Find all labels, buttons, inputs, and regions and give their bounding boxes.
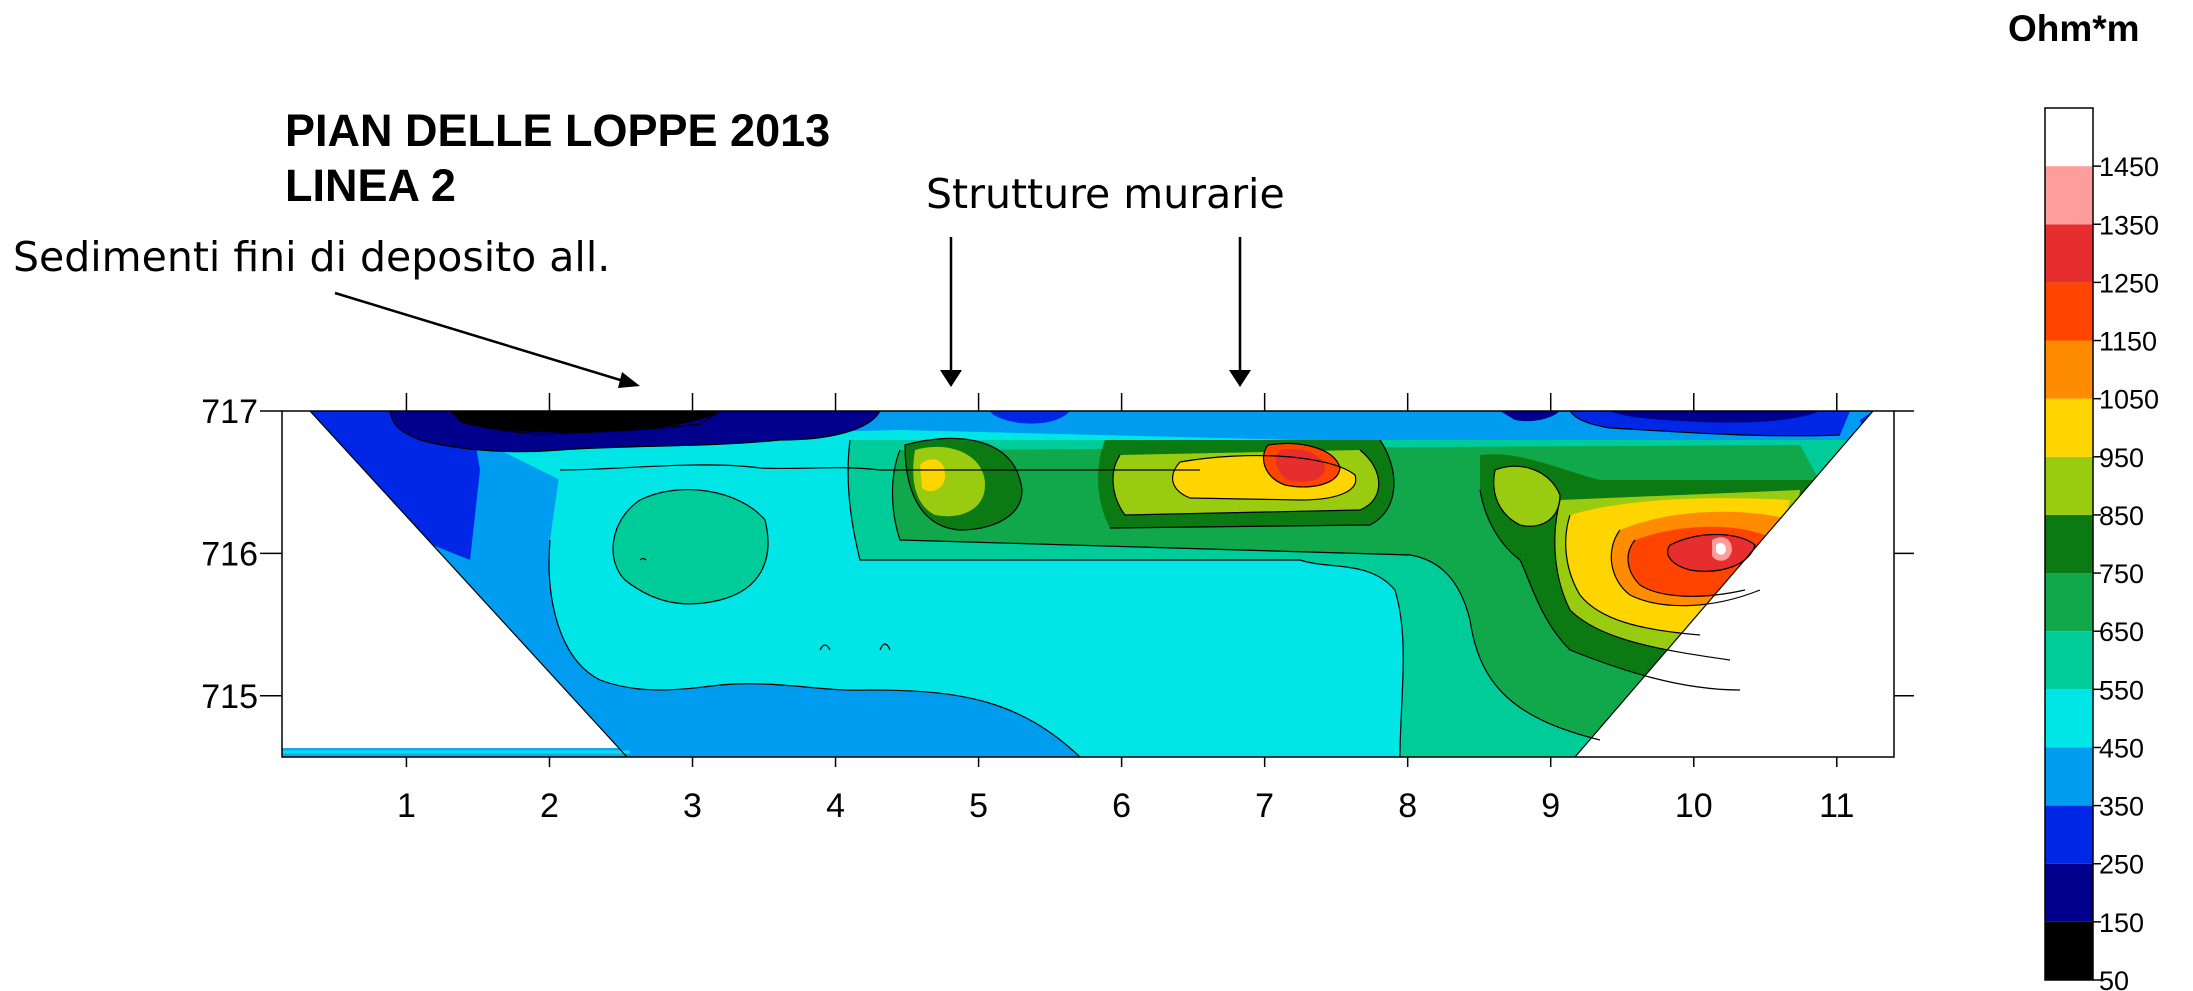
colorbar-label-650: 650 <box>2099 617 2144 647</box>
colorbar-label-850: 850 <box>2099 501 2144 531</box>
x-tick-label-4: 4 <box>826 787 845 825</box>
chart-title-line-2: LINEA 2 <box>285 160 456 211</box>
band-250-350-left <box>310 411 480 560</box>
contour-lines <box>309 411 1874 757</box>
y-tick-label-715: 715 <box>201 678 258 716</box>
x-axis-top-ticks <box>405 393 1838 411</box>
chart-title-line-1: PIAN DELLE LOPPE 2013 <box>285 105 831 156</box>
x-tick-label-8: 8 <box>1398 787 1417 825</box>
x-tick-label-5: 5 <box>969 787 988 825</box>
colorbar-label-450: 450 <box>2099 733 2144 763</box>
colorbar-swatch-7 <box>2045 514 2093 574</box>
band-50-150 <box>450 411 720 433</box>
colorbar-label-1450: 1450 <box>2099 152 2159 182</box>
colorbar-swatch-6 <box>2045 573 2093 632</box>
no-data-right <box>1575 411 1894 757</box>
colorbar-swatch-1 <box>2045 863 2093 922</box>
colorbar-label-250: 250 <box>2099 850 2144 880</box>
colorbar-label-950: 950 <box>2099 443 2144 473</box>
sediment-arrow <box>334 291 631 385</box>
plot-frame <box>281 410 1895 758</box>
colorbar-swatch-5 <box>2045 631 2093 690</box>
colorbar-label-1250: 1250 <box>2099 268 2159 298</box>
colorbar-swatch-11 <box>2045 282 2093 341</box>
colorbar-label-50: 50 <box>2099 966 2129 991</box>
y-axis-right-ticks <box>1894 410 1914 697</box>
x-tick-label-1: 1 <box>397 787 416 825</box>
annotation-structures: Strutture murarie <box>926 170 1285 218</box>
x-tick-label-3: 3 <box>683 787 702 825</box>
colorbar-swatch-3 <box>2045 747 2093 806</box>
colorbar-label-350: 350 <box>2099 792 2144 822</box>
x-tick-label-2: 2 <box>540 787 559 825</box>
colorbar-swatch-9 <box>2045 398 2093 457</box>
band-550-650-left <box>613 489 768 604</box>
colorbar-swatch-13 <box>2045 166 2093 225</box>
colorbar-label-1150: 1150 <box>2099 327 2157 357</box>
x-tick-label-11: 11 <box>1819 787 1854 825</box>
contour-fill <box>282 411 1894 757</box>
y-axis: 715 716 717 <box>201 393 282 716</box>
annotation-sediments: Sedimenti fini di deposito all. <box>13 233 611 281</box>
colorbar-swatch-10 <box>2045 340 2093 399</box>
colorbar-unit: Ohm*m <box>2008 8 2140 49</box>
colorbar-swatch-2 <box>2045 805 2093 864</box>
colorbar: 50 150 250 350 450 550 650 750 850 950 1050 1150 125… <box>2044 107 2159 991</box>
no-data-left <box>282 411 627 757</box>
colorbar-swatch-14 <box>2045 108 2093 167</box>
colorbar-label-750: 750 <box>2099 559 2144 589</box>
y-tick-label-716: 716 <box>201 535 258 573</box>
colorbar-swatch-0 <box>2045 921 2093 980</box>
colorbar-label-550: 550 <box>2099 675 2144 705</box>
x-tick-label-9: 9 <box>1541 787 1560 825</box>
y-tick-label-717: 717 <box>201 393 258 431</box>
colorbar-swatch-4 <box>2045 689 2093 748</box>
x-tick-label-10: 10 <box>1675 787 1713 825</box>
colorbar-label-1350: 1350 <box>2099 210 2159 240</box>
x-tick-label-6: 6 <box>1112 787 1131 825</box>
colorbar-swatch-12 <box>2045 224 2093 283</box>
colorbar-frame <box>2044 107 2094 981</box>
colorbar-swatch-8 <box>2045 456 2093 515</box>
colorbar-label-150: 150 <box>2099 908 2144 938</box>
x-axis: 1 2 3 4 5 6 7 8 9 10 11 <box>397 757 1854 825</box>
x-tick-label-7: 7 <box>1255 787 1274 825</box>
colorbar-label-1050: 1050 <box>2099 385 2159 415</box>
annotation-arrows <box>334 237 1251 388</box>
